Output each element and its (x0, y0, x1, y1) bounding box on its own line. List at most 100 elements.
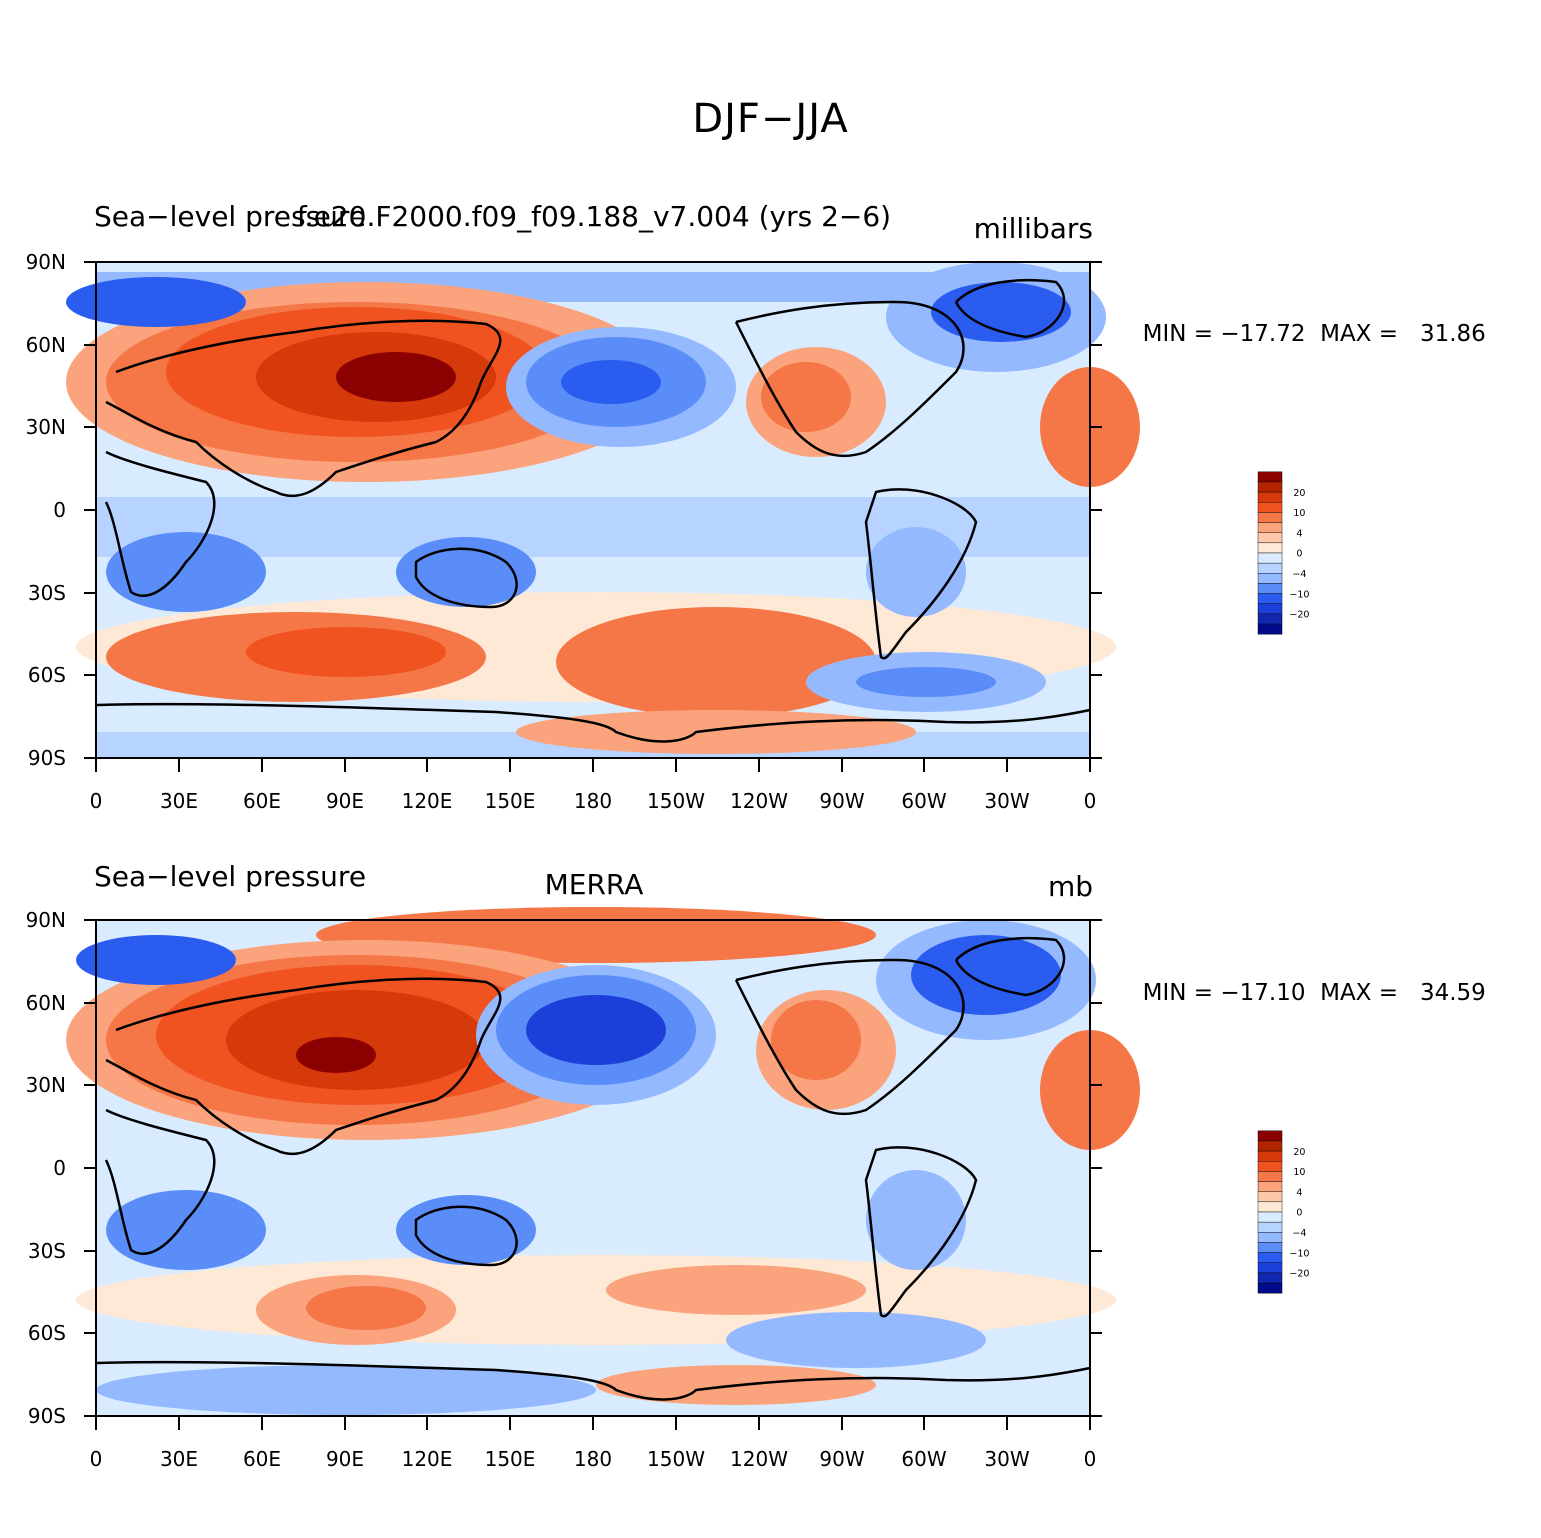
colorbar-label: 10 (1293, 508, 1305, 519)
panel2-minmax: MIN = −17.10 MAX = 34.59 (1128, 954, 1486, 1006)
arctic-low (76, 935, 236, 985)
panel2-center-title: MERRA (544, 868, 644, 901)
colorbar-swatch (1257, 1181, 1283, 1192)
north-america-high-core (761, 362, 851, 432)
panel2-left-title: Sea−level pressure (94, 860, 367, 893)
colorbar-swatch (1257, 583, 1283, 594)
colorbar-labels: 20 10 4 0 −4 −10 −20 (1289, 1147, 1309, 1280)
colorbar-swatch (1257, 1221, 1283, 1233)
colorbar-label: −4 (1292, 569, 1306, 580)
southern-africa-low (106, 532, 266, 612)
panel1-minmax: MIN = −17.72 MAX = 31.86 (1128, 295, 1486, 347)
lat-label: 30S (28, 1239, 66, 1263)
colorbar-swatch (1257, 1262, 1283, 1274)
lat-ticks (84, 261, 1102, 759)
icelandic-low-core (931, 282, 1071, 342)
colorbar-label: 4 (1296, 528, 1302, 539)
lon-label: 0 (1084, 1447, 1097, 1471)
colorbar-swatch (1257, 471, 1283, 483)
colorbar-swatch (1257, 1130, 1283, 1142)
lon-label: 60E (243, 1447, 281, 1471)
lat-label: 90N (26, 908, 66, 932)
colorbar-swatch (1257, 552, 1283, 564)
indian-ocean-high-core (306, 1286, 426, 1330)
lon-label: 30E (160, 789, 198, 813)
colorbar-swatch (1257, 1252, 1283, 1263)
lat-label: 0 (53, 1156, 66, 1180)
colorbar-swatch (1257, 1272, 1283, 1284)
lat-label: 60S (28, 1321, 66, 1345)
lon-label: 0 (1084, 789, 1097, 813)
colorbar-swatch (1257, 573, 1283, 584)
lat-label: 30N (26, 415, 66, 439)
colorbar-label: −10 (1289, 1248, 1309, 1259)
colorbar-swatch (1257, 491, 1283, 503)
panel1-center-title: f.e20.F2000.f09_f09.188_v7.004 (yrs 2−6) (296, 200, 892, 233)
lat-axis: 90N 60N 30N 0 30S 60S 90S (26, 908, 66, 1428)
lon-label: 90E (326, 1447, 364, 1471)
colorbar-label: 20 (1293, 488, 1305, 499)
coastlines (95, 936, 1091, 1401)
lon-ticks (95, 1416, 1091, 1430)
lon-label: 30E (160, 1447, 198, 1471)
colorbar-swatch (1257, 1171, 1283, 1182)
colorbar-swatches (1257, 471, 1283, 635)
colorbar-swatch (1257, 603, 1283, 615)
panel1-colorbar: 20 10 4 0 −4 −10 −20 (1257, 471, 1309, 635)
colorbar-label: 0 (1296, 1208, 1302, 1219)
ross-sea-high (516, 710, 916, 754)
colorbar-swatch (1257, 542, 1283, 554)
lon-label: 90W (819, 789, 864, 813)
lat-label: 30N (26, 1073, 66, 1097)
panel1-right-title: millibars (973, 212, 1093, 245)
lon-label: 120E (402, 1447, 453, 1471)
panel2-max-label: MAX = 34.59 (1320, 980, 1486, 1006)
lon-ticks (95, 758, 1091, 772)
colorbar-swatch (1257, 522, 1283, 533)
panel1-map: 90N 60N 30N 0 30S 60S 90S 0 30E 60E 90E … (26, 250, 1140, 813)
lon-label: 90E (326, 789, 364, 813)
lon-label: 30W (984, 789, 1029, 813)
panel1-min-label: MIN = −17.72 (1142, 321, 1306, 347)
lon-label: 60E (243, 789, 281, 813)
south-america-low (866, 527, 966, 617)
aleutian-low-core (561, 360, 661, 404)
lon-label: 150E (485, 789, 536, 813)
lat-label: 90S (28, 1404, 66, 1428)
arctic-low (66, 277, 246, 327)
lon-label: 120E (402, 789, 453, 813)
drake-passage-low-core (856, 667, 996, 697)
indian-ocean-high-core (246, 627, 446, 677)
colorbar-label: −20 (1289, 1269, 1309, 1280)
colorbar-swatch (1257, 1242, 1283, 1253)
colorbar-swatch (1257, 1201, 1283, 1213)
south-america-low (866, 1170, 966, 1270)
lon-label: 120W (730, 789, 788, 813)
southern-africa-low (106, 1190, 266, 1270)
north-america-high-core (771, 1000, 861, 1080)
panel2-right-title: mb (1047, 870, 1093, 903)
colorbar-swatches (1257, 1130, 1283, 1294)
lat-label: 90S (28, 746, 66, 770)
lon-axis: 0 30E 60E 90E 120E 150E 180 150W 120W 90… (90, 789, 1097, 813)
colorbar-swatch (1257, 562, 1283, 574)
colorbar-swatch (1257, 502, 1283, 513)
antarctic-low (96, 1365, 596, 1415)
lat-label: 60N (26, 991, 66, 1015)
lon-label: 0 (90, 1447, 103, 1471)
colorbar-swatch (1257, 1232, 1283, 1243)
colorbar-swatch (1257, 512, 1283, 523)
colorbar-swatch (1257, 1140, 1283, 1152)
lat-label: 90N (26, 250, 66, 274)
colorbar-swatch (1257, 481, 1283, 493)
lon-label: 180 (574, 1447, 612, 1471)
colorbar-label: 20 (1293, 1147, 1305, 1158)
lon-label: 150E (485, 1447, 536, 1471)
colorbar-labels: 20 10 4 0 −4 −10 −20 (1289, 488, 1309, 621)
south-pacific-high (606, 1265, 866, 1315)
lon-label: 60W (901, 789, 946, 813)
colorbar-label: −10 (1289, 589, 1309, 600)
lon-label: 150W (647, 789, 705, 813)
lon-label: 0 (90, 789, 103, 813)
panel1-left-title: Sea−level pressure (94, 200, 367, 233)
